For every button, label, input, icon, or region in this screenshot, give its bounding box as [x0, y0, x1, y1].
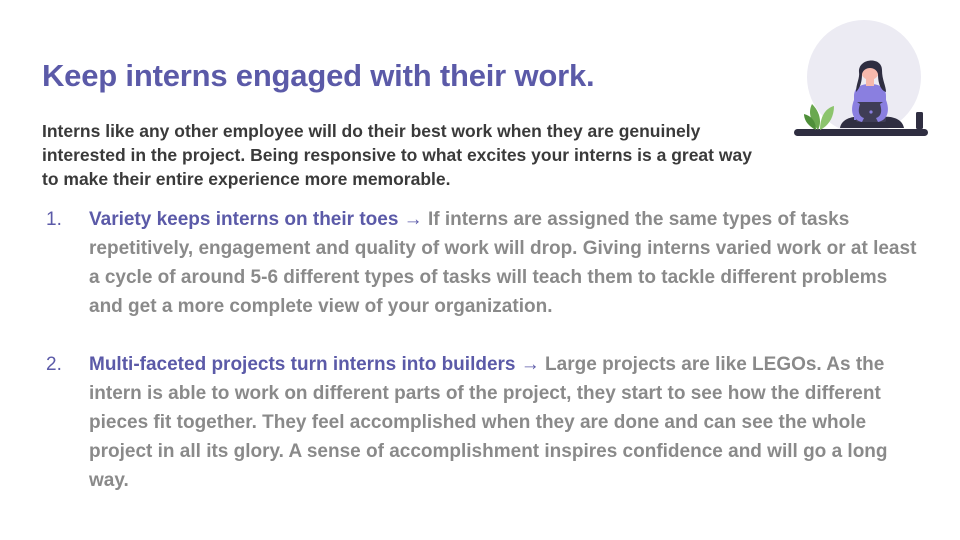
list-item-heading: Variety keeps interns on their toes [89, 209, 404, 230]
intro-paragraph: Interns like any other employee will do … [42, 121, 752, 189]
list-item-body: Large projects are like LEGOs. As the in… [89, 354, 888, 491]
list-item: 1. Variety keeps interns on their toes →… [0, 205, 920, 321]
illustration-ground [794, 129, 928, 136]
person-with-laptop-icon [794, 20, 928, 136]
right-arrow-icon: → [520, 354, 546, 375]
list-item-body: If interns are assigned the same types o… [89, 209, 917, 317]
person-hair [856, 60, 886, 92]
list-item-heading: Multi-faceted projects turn interns into… [89, 354, 521, 375]
list-item-number: 2. [46, 354, 62, 375]
list-item: 2. Multi-faceted projects turn interns i… [0, 350, 920, 495]
right-arrow-icon: → [403, 209, 428, 230]
list-item-number: 1. [46, 209, 62, 230]
plant-icon [804, 104, 834, 130]
slide-title: Keep interns engaged with their work. [42, 58, 595, 93]
points-list: 1. Variety keeps interns on their toes →… [0, 205, 920, 495]
mug-icon [916, 112, 923, 129]
